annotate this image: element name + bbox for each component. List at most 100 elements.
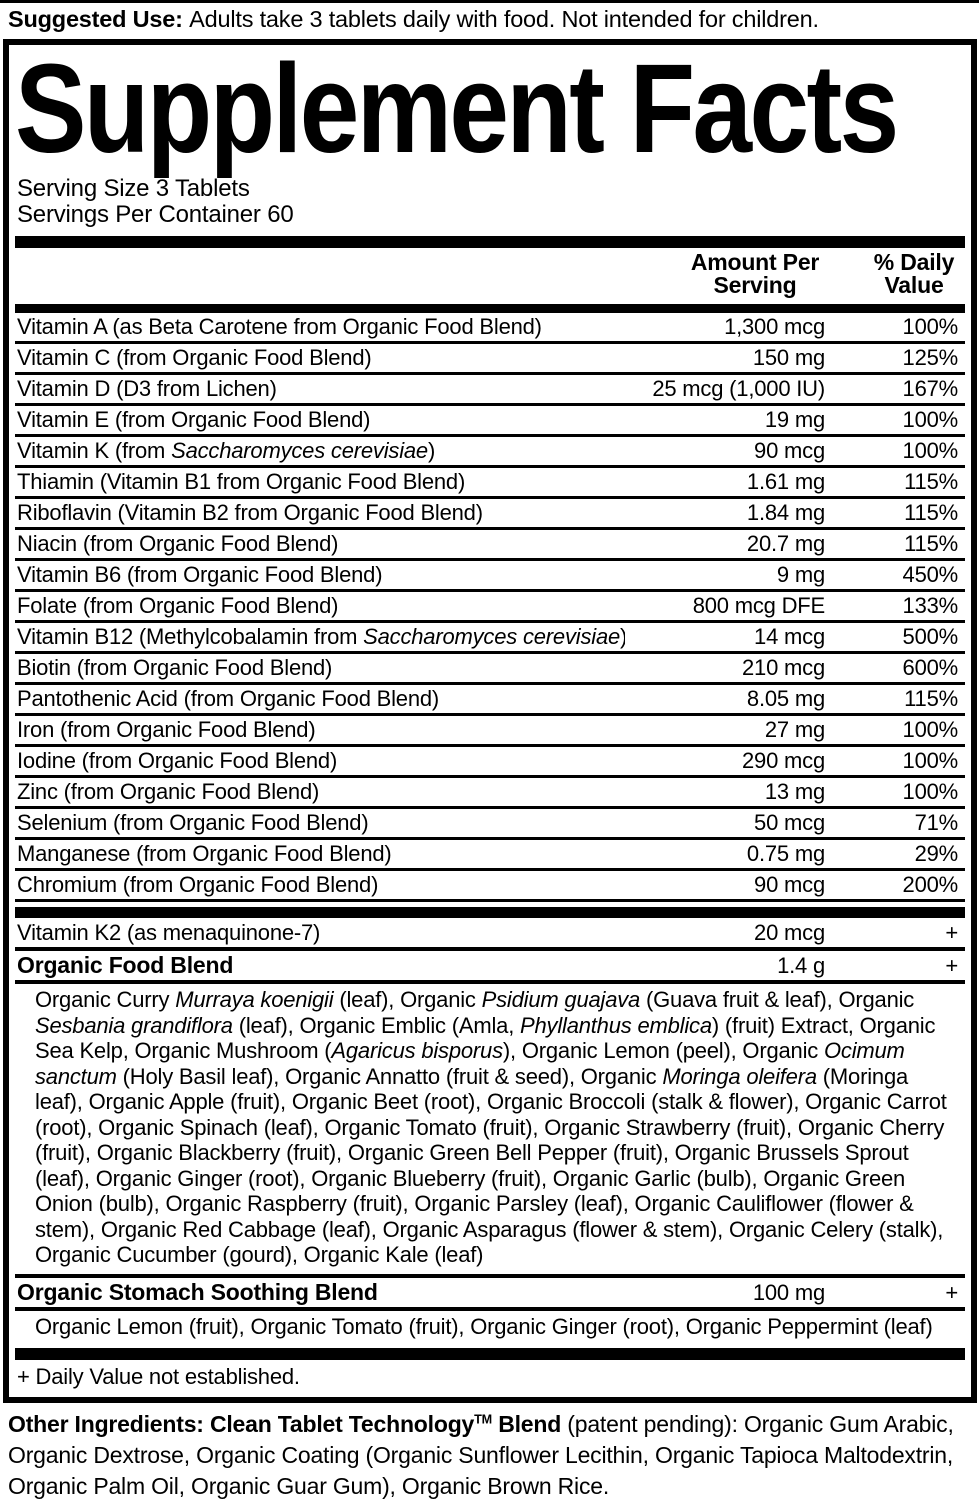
ingredient-daily-value: 500% — [902, 624, 959, 650]
ingredient-daily-value: 115% — [904, 531, 958, 557]
text-segment: (leaf), Organic — [333, 987, 482, 1013]
divider-bar-top — [15, 236, 965, 249]
daily-value-header: % Daily Value — [825, 251, 965, 297]
blend-description: Organic Lemon (fruit), Organic Tomato (f… — [15, 1311, 965, 1346]
text-segment: Riboflavin (Vitamin B2 from Organic Food… — [17, 500, 483, 526]
text-segment: Agaricus bisporus — [331, 1038, 503, 1064]
text-segment: Vitamin B12 (Methylcobalamin from — [17, 624, 364, 650]
amount-header-line1: Amount Per — [690, 249, 820, 276]
text-segment: Saccharomyces cerevisiae — [171, 438, 428, 464]
ingredient-name: Iodine (from Organic Food Blend) — [15, 747, 625, 775]
text-segment: (Moringa leaf), Organic Apple (fruit), O… — [35, 1063, 947, 1268]
ingredient-daily-value: 600% — [902, 655, 959, 681]
text-segment: (Guava fruit & leaf), Organic — [640, 987, 915, 1013]
text-segment: Selenium (from Organic Food Blend) — [17, 810, 369, 836]
nutrient-row: Niacin (from Organic Food Blend) 20.7 mg 1… — [15, 530, 965, 562]
text-segment: Pantothenic Acid (from Organic Food Blen… — [17, 686, 440, 712]
ingredient-amount: 90 mcg — [754, 438, 825, 464]
text-segment: Iron (from Organic Food Blend) — [17, 717, 316, 743]
ingredient-daily-value: 29% — [914, 841, 959, 867]
dv-header-line1: % Daily — [873, 249, 955, 276]
ingredient-daily-value: 167% — [902, 376, 959, 402]
serving-info: Serving Size 3 Tablets Servings Per Cont… — [15, 174, 965, 229]
text-segment: Vitamin A (as Beta Carotene from Organic… — [17, 314, 542, 340]
ingredient-name: Folate (from Organic Food Blend) — [15, 592, 625, 620]
text-segment: Manganese (from Organic Food Blend) — [17, 841, 392, 867]
nutrient-row: Pantothenic Acid (from Organic Food Blen… — [15, 685, 965, 717]
text-segment: Saccharomyces cerevisiae — [363, 624, 621, 650]
ingredient-amount: 800 mcg DFE — [692, 593, 825, 619]
ingredient-name: Vitamin D (D3 from Lichen) — [15, 375, 625, 403]
text-segment: Niacin (from Organic Food Blend) — [17, 531, 339, 557]
text-segment: Folate (from Organic Food Blend) — [17, 593, 339, 619]
ingredient-name: Niacin (from Organic Food Blend) — [15, 530, 625, 558]
text-segment: ) — [427, 438, 436, 464]
ingredient-name: Thiamin (Vitamin B1 from Organic Food Bl… — [15, 468, 625, 496]
ingredient-amount: 50 mcg — [754, 810, 825, 836]
ingredient-amount: 1.4 g — [777, 953, 825, 979]
nutrient-row: Vitamin D (D3 from Lichen) 25 mcg (1,000 … — [15, 375, 965, 407]
text-segment: Vitamin K2 (as menaquinone-7) — [17, 920, 321, 946]
ingredient-amount: 100 mg — [752, 1279, 825, 1305]
ingredient-daily-value: 125% — [902, 345, 959, 371]
ingredient-daily-value: 100% — [902, 779, 959, 805]
nutrient-row: Chromium (from Organic Food Blend) 90 mcg… — [15, 871, 965, 903]
nutrient-rows: Vitamin A (as Beta Carotene from Organic… — [15, 313, 965, 903]
ingredient-name: Vitamin K (from Saccharomyces cerevisiae… — [15, 437, 625, 465]
text-segment: (Holy Basil leaf), Organic Annatto (frui… — [116, 1063, 663, 1089]
text-segment: ) — [620, 624, 625, 649]
text-segment: TM — [474, 1411, 492, 1426]
text-segment: Organic Stomach Soothing Blend — [17, 1278, 378, 1305]
ingredient-daily-value: 115% — [904, 686, 958, 712]
text-segment: Vitamin B6 (from Organic Food Blend) — [17, 562, 383, 588]
text-segment: Organic Lemon (fruit), Organic Tomato (f… — [35, 1313, 933, 1339]
text-segment: Psidium guajava — [481, 987, 641, 1013]
dv-header-line2: Value — [884, 272, 944, 299]
ingredient-daily-value: 100% — [902, 717, 959, 743]
ingredient-amount: 20 mcg — [754, 920, 825, 946]
ingredient-daily-value: 100% — [902, 438, 959, 464]
ingredient-daily-value: 100% — [902, 314, 959, 340]
nutrient-row: Riboflavin (Vitamin B2 from Organic Food… — [15, 499, 965, 531]
ingredient-amount: 9 mg — [776, 562, 825, 588]
supplemental-rows: Vitamin K2 (as menaquinone-7) 20 mcg + Orga… — [15, 918, 965, 1345]
text-segment: Suggested Use: — [8, 6, 190, 32]
ingredient-name: Organic Stomach Soothing Blend — [15, 1278, 625, 1307]
text-segment: Vitamin D (D3 from Lichen) — [17, 376, 277, 402]
nutrient-row: Manganese (from Organic Food Blend) 0.75 … — [15, 840, 965, 872]
table-header-row: Amount Per Serving % Daily Value — [15, 248, 965, 302]
ingredient-amount: 1.61 mg — [746, 469, 825, 495]
nutrient-row: Vitamin B6 (from Organic Food Blend) 9 mg… — [15, 561, 965, 593]
nutrient-row: Folate (from Organic Food Blend) 800 mcg … — [15, 592, 965, 624]
text-segment: Blend — [492, 1410, 562, 1437]
ingredient-daily-value: 200% — [902, 872, 959, 898]
serving-size: Serving Size 3 Tablets — [17, 174, 250, 202]
text-segment: Murraya koenigii — [175, 987, 334, 1013]
ingredient-daily-value: + — [945, 1279, 958, 1305]
blend-description: Organic Curry Murraya koenigii (leaf), O… — [15, 984, 965, 1278]
divider-bar-header — [15, 304, 965, 314]
ingredient-daily-value: 100% — [902, 407, 959, 433]
text-segment: Vitamin K (from — [17, 438, 172, 464]
text-segment: ) (fruit) Extract, Organic Sea Kelp, Org… — [35, 1012, 936, 1064]
ingredient-amount: 290 mcg — [742, 748, 825, 774]
nutrient-row: Vitamin C (from Organic Food Blend) 150 m… — [15, 344, 965, 376]
ingredient-amount: 20.7 mg — [746, 531, 825, 557]
ingredient-daily-value: 450% — [902, 562, 959, 588]
supplement-facts-panel: Supplement Facts Serving Size 3 Tablets … — [3, 38, 977, 1403]
text-segment: Zinc (from Organic Food Blend) — [17, 779, 320, 805]
ingredient-name: Pantothenic Acid (from Organic Food Blen… — [15, 685, 625, 713]
nutrient-row: Vitamin K (from Saccharomyces cerevisiae… — [15, 437, 965, 469]
suggested-use-line: Suggested Use: Adults take 3 tablets dai… — [0, 3, 979, 39]
text-segment: Biotin (from Organic Food Blend) — [17, 655, 333, 681]
ingredient-daily-value: 115% — [904, 500, 958, 526]
ingredient-amount: 8.05 mg — [746, 686, 825, 712]
supplemental-row: Organic Stomach Soothing Blend 100 mg + — [15, 1278, 965, 1311]
ingredient-name: Vitamin E (from Organic Food Blend) — [15, 406, 625, 434]
text-segment: (leaf), Organic Emblic (Amla, — [232, 1012, 521, 1038]
ingredient-name: Chromium (from Organic Food Blend) — [15, 871, 625, 899]
text-segment: Organic Food Blend — [17, 952, 234, 979]
divider-bar-mid — [15, 907, 965, 919]
ingredient-name: Iron (from Organic Food Blend) — [15, 716, 625, 744]
text-segment: Ocimum sanctum — [35, 1038, 905, 1089]
